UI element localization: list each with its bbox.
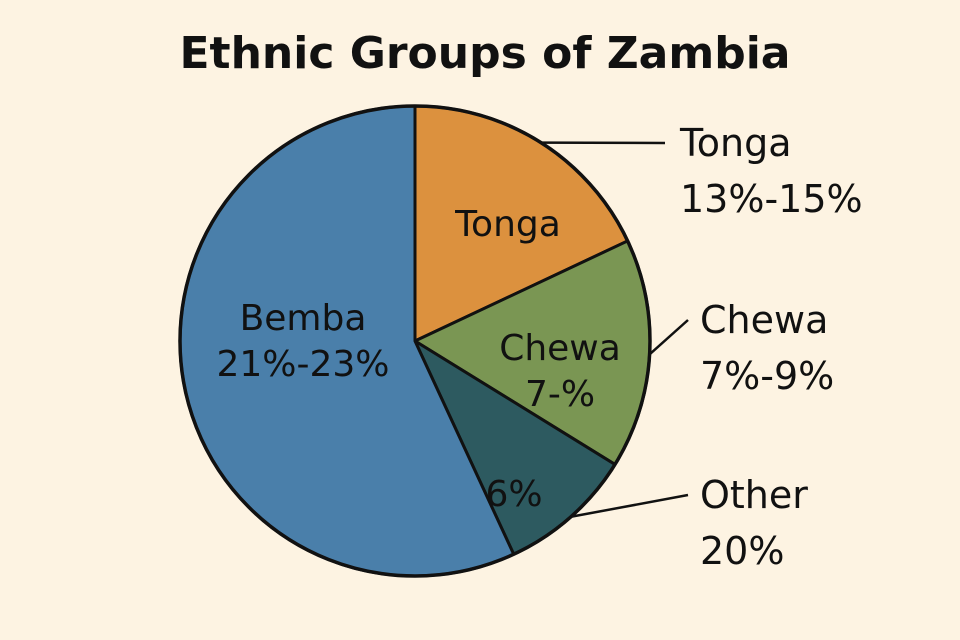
inside-labels: Tonga Chewa 7-% 6% Bemba 21%-23%	[216, 204, 620, 515]
chart-title: Ethnic Groups of Zambia	[180, 28, 791, 79]
outside-label-tonga: Tonga 13%-15%	[679, 121, 863, 221]
inside-label-other: 6%	[485, 474, 542, 515]
pie-slices	[178, 104, 652, 578]
leader-line-other	[570, 493, 689, 519]
outside-label-other: Other 20%	[700, 473, 808, 573]
leader-line-chewa	[648, 319, 689, 356]
inside-label-tonga: Tonga	[454, 204, 561, 245]
inside-label-bemba: Bemba 21%-23%	[216, 298, 389, 385]
inside-label-chewa: Chewa 7-%	[499, 328, 621, 415]
outside-label-chewa: Chewa 7%-9%	[700, 298, 834, 398]
outside-labels: Tonga 13%-15% Chewa 7%-9% Other 20%	[679, 121, 863, 573]
pie-outline	[178, 104, 652, 578]
leader-lines	[540, 141, 689, 519]
